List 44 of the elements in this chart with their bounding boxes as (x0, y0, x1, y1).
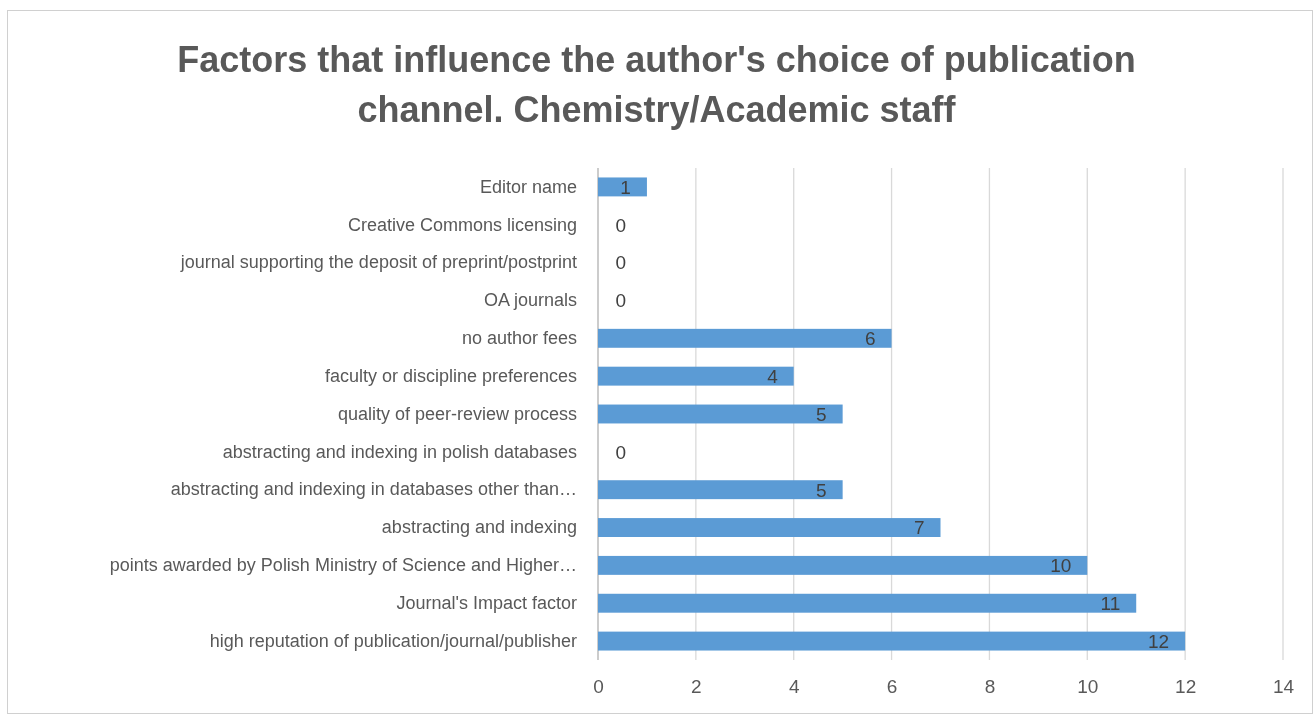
x-tick-label: 4 (788, 676, 800, 698)
y-tick-label: abstracting and indexing in databases other than… (170, 479, 577, 500)
x-tick-label: 12 (1175, 676, 1197, 698)
y-tick-label: no author fees (461, 328, 577, 349)
bar (598, 518, 941, 537)
bar (598, 328, 892, 348)
x-tick-label: 0 (593, 676, 604, 698)
bar (598, 404, 843, 424)
y-tick-label: high reputation of publication/journal/publisher (209, 630, 577, 651)
bar (598, 366, 794, 386)
data-label: 5 (816, 479, 827, 501)
data-label: 11 (1100, 593, 1121, 615)
x-tick-label: 14 (1272, 676, 1295, 698)
y-tick-label: Creative Commons licensing (347, 214, 577, 235)
data-label: 7 (913, 517, 925, 539)
data-label: 0 (615, 214, 626, 236)
y-tick-label: Journal's Impact factor (396, 592, 577, 613)
data-label: 0 (615, 252, 626, 274)
data-label: 0 (615, 441, 626, 463)
x-tick-label: 8 (984, 676, 996, 698)
x-tick-label: 6 (886, 676, 898, 698)
data-label: 0 (615, 290, 626, 312)
bar (598, 480, 843, 500)
y-tick-label: abstracting and indexing in polish databases (222, 441, 577, 462)
y-tick-label: OA journals (483, 290, 577, 311)
y-tick-label: Editor name (479, 176, 577, 197)
data-label: 6 (864, 328, 876, 350)
y-tick-label: abstracting and indexing (381, 517, 577, 538)
bar (598, 555, 1088, 575)
bar (598, 631, 1186, 651)
data-label: 1 (620, 176, 631, 198)
y-tick-label: journal supporting the deposit of preprint/postprint (179, 252, 577, 273)
chart-title: Factors that influence the author's choice of publication channel. Chemistry/Academic staff (177, 39, 1136, 130)
bar (598, 177, 647, 197)
y-tick-label: faculty or discipline preferences (324, 365, 577, 386)
y-tick-label: points awarded by Polish Ministry of Science and Higher… (109, 555, 577, 576)
data-label: 4 (767, 365, 779, 387)
bar (598, 593, 1137, 613)
y-tick-label: quality of peer-review process (337, 403, 577, 424)
data-label: 12 (1148, 630, 1170, 652)
x-tick-label: 10 (1077, 676, 1099, 698)
data-label: 10 (1050, 555, 1072, 577)
x-tick-label: 2 (691, 676, 702, 698)
data-label: 5 (816, 403, 827, 425)
